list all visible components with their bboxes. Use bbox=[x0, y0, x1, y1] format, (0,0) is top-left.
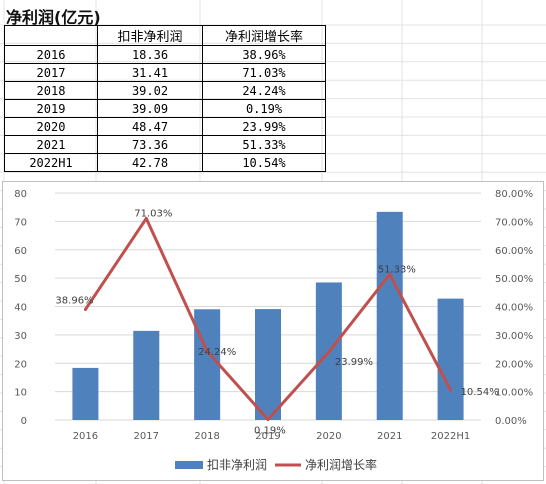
y-right-tick-label: 60.00% bbox=[495, 246, 533, 257]
cell-year[interactable]: 2022H1 bbox=[4, 153, 98, 172]
x-tick-label: 2021 bbox=[377, 431, 402, 442]
cell-growth[interactable]: 71.03% bbox=[202, 63, 326, 82]
cell-profit[interactable]: 39.02 bbox=[97, 81, 203, 100]
y-left-tick-label: 10 bbox=[14, 388, 27, 399]
growth-data-label: 10.54% bbox=[461, 387, 499, 398]
bar bbox=[376, 211, 403, 420]
cell-growth[interactable]: 0.19% bbox=[202, 99, 326, 118]
growth-data-label: 38.96% bbox=[55, 295, 93, 306]
growth-point bbox=[205, 349, 209, 353]
data-table: 扣非净利润 净利润增长率 2016 18.36 38.96% 2017 31.41 71… bbox=[4, 25, 326, 172]
y-right-tick-label: 80.00% bbox=[495, 189, 533, 200]
cell-growth[interactable]: 23.99% bbox=[202, 117, 326, 136]
bar bbox=[72, 367, 99, 420]
cell-growth[interactable]: 51.33% bbox=[202, 135, 326, 154]
cell-year[interactable]: 2021 bbox=[4, 135, 98, 154]
y-right-tick-label: 20.00% bbox=[495, 359, 533, 370]
y-right-tick-label: 40.00% bbox=[495, 303, 533, 314]
cell-year[interactable]: 2016 bbox=[4, 45, 98, 64]
cell-year[interactable]: 2019 bbox=[4, 99, 98, 118]
header-cell-deducted-net-profit[interactable]: 扣非净利润 bbox=[97, 25, 203, 46]
table-row: 2019 39.09 0.19% bbox=[4, 99, 326, 118]
cell-profit[interactable]: 39.09 bbox=[97, 99, 203, 118]
chart-canvas: 0 10 20 30 40 50 60 70 80 0.00% 10.00% 20.00% 30.00%… bbox=[14, 189, 533, 472]
cell-profit[interactable]: 48.47 bbox=[97, 117, 203, 136]
sheet-title: 净利润(亿元) bbox=[6, 8, 101, 27]
table-row: 2018 39.02 24.24% bbox=[4, 81, 326, 100]
growth-data-label: 0.19% bbox=[254, 425, 286, 436]
x-tick-label: 2018 bbox=[194, 431, 219, 442]
cell-year[interactable]: 2017 bbox=[4, 63, 98, 82]
cell-profit[interactable]: 18.36 bbox=[97, 45, 203, 64]
x-tick-label: 2019 bbox=[255, 431, 280, 442]
growth-data-label: 24.24% bbox=[198, 347, 236, 358]
x-tick-label: 2016 bbox=[73, 431, 98, 442]
y-right-tick-label: 0.00% bbox=[495, 416, 527, 427]
growth-point bbox=[144, 216, 148, 220]
growth-point bbox=[449, 388, 453, 392]
legend-bar-swatch bbox=[175, 461, 203, 469]
table-row: 2021 73.36 51.33% bbox=[4, 135, 326, 154]
growth-data-label: 71.03% bbox=[134, 208, 172, 219]
legend-line-label: 净利润增长率 bbox=[305, 457, 377, 472]
table-row: 2017 31.41 71.03% bbox=[4, 63, 326, 82]
legend: 扣非净利润 净利润增长率 bbox=[175, 457, 377, 472]
y-left-tick-label: 50 bbox=[14, 274, 27, 285]
y-right-tick-label: 50.00% bbox=[495, 274, 533, 285]
cell-profit[interactable]: 73.36 bbox=[97, 135, 203, 154]
growth-data-label: 23.99% bbox=[335, 357, 373, 368]
y-left-tick-label: 20 bbox=[14, 359, 27, 370]
header-cell-growth-rate[interactable]: 净利润增长率 bbox=[202, 25, 326, 46]
cell-growth[interactable]: 38.96% bbox=[202, 45, 326, 64]
table-row: 2020 48.47 23.99% bbox=[4, 117, 326, 136]
cell-year[interactable]: 2018 bbox=[4, 81, 98, 100]
cell-profit[interactable]: 31.41 bbox=[97, 63, 203, 82]
table-row: 2022H1 42.78 10.54% bbox=[4, 153, 326, 172]
bar bbox=[437, 298, 464, 420]
table-header-row: 扣非净利润 净利润增长率 bbox=[4, 25, 326, 46]
cell-profit[interactable]: 42.78 bbox=[97, 153, 203, 172]
y-left-tick-label: 70 bbox=[14, 217, 27, 228]
y-left-tick-label: 60 bbox=[14, 246, 27, 257]
growth-point bbox=[388, 272, 392, 276]
header-cell-year[interactable] bbox=[4, 25, 98, 46]
combo-chart[interactable]: 0 10 20 30 40 50 60 70 80 0.00% 10.00% 20.00% 30.00%… bbox=[2, 181, 544, 481]
growth-point bbox=[83, 307, 87, 311]
cell-year[interactable]: 2020 bbox=[4, 117, 98, 136]
y-right-tick-label: 70.00% bbox=[495, 217, 533, 228]
y-left-tick-label: 30 bbox=[14, 331, 27, 342]
y-right-tick-label: 10.00% bbox=[495, 388, 533, 399]
cell-growth[interactable]: 10.54% bbox=[202, 153, 326, 172]
cell-growth[interactable]: 24.24% bbox=[202, 81, 326, 100]
growth-point bbox=[327, 350, 331, 354]
bar bbox=[194, 309, 221, 420]
bar bbox=[255, 309, 281, 420]
y-right-tick-label: 30.00% bbox=[495, 331, 533, 342]
legend-bar-label: 扣非净利润 bbox=[207, 458, 267, 472]
y-left-tick-label: 0 bbox=[21, 416, 27, 427]
growth-data-label: 51.33% bbox=[378, 264, 416, 275]
bar bbox=[133, 330, 160, 420]
table-row: 2016 18.36 38.96% bbox=[4, 45, 326, 64]
y-left-tick-label: 40 bbox=[14, 303, 27, 314]
growth-point bbox=[266, 417, 270, 421]
x-tick-label: 2022H1 bbox=[431, 431, 470, 442]
x-tick-label: 2017 bbox=[134, 431, 159, 442]
y-left-tick-label: 80 bbox=[14, 189, 27, 200]
x-tick-label: 2020 bbox=[316, 431, 341, 442]
